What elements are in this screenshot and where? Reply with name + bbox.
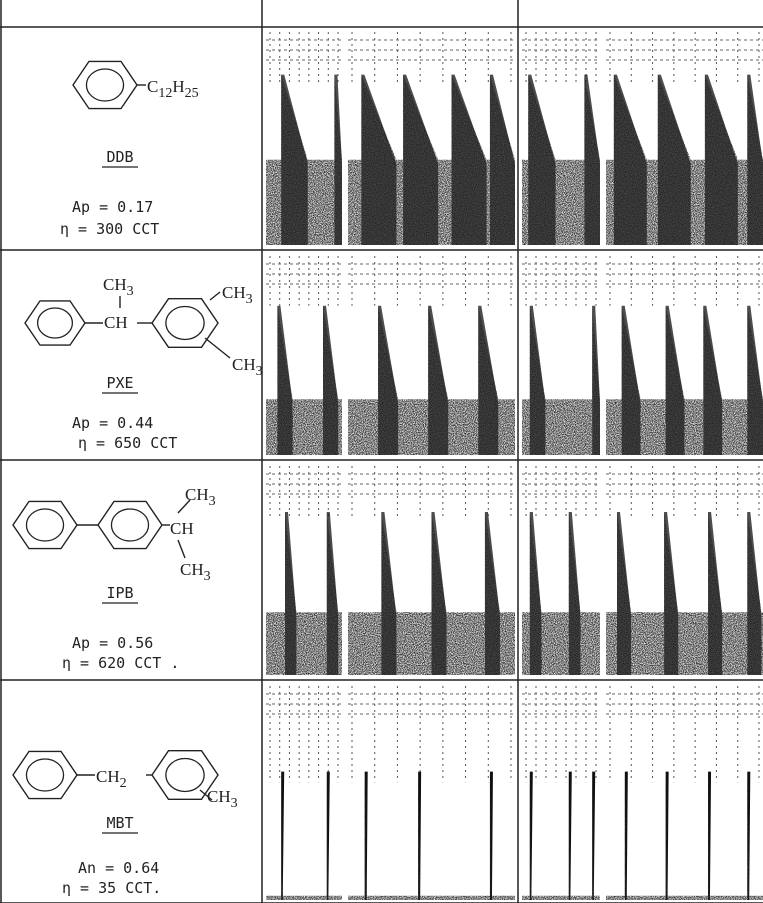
formula-label: CH3: [222, 283, 253, 307]
formula-part: CH: [222, 283, 246, 302]
formula-label: CH3: [232, 355, 263, 379]
viscosity-value: η = 620 CCT .: [62, 654, 179, 672]
viscosity-value: η = 650 CCT: [78, 434, 177, 452]
formula-part: 3: [256, 364, 263, 379]
formula-part: 3: [204, 569, 211, 584]
recordings: [266, 32, 763, 900]
bond: [210, 292, 220, 300]
formula-part: 25: [185, 86, 199, 101]
formula-part: CH: [207, 787, 231, 806]
noise-band: [522, 75, 600, 245]
noise-band: [266, 772, 342, 900]
compound-name: PXE: [106, 374, 133, 392]
formula-part: CH: [180, 560, 204, 579]
ap-value: Ap = 0.56: [72, 634, 153, 652]
noise-band: [266, 306, 342, 455]
noise-band: [348, 306, 515, 455]
noise-band: [266, 75, 342, 245]
formula-part: H: [172, 77, 184, 96]
ring-circle: [26, 509, 63, 541]
formula-part: CH: [103, 275, 127, 294]
bond: [205, 338, 230, 358]
ring-circle: [166, 759, 204, 792]
formula-label: CH: [170, 519, 194, 538]
formula-label: CH: [104, 313, 128, 332]
bond: [178, 540, 185, 558]
formula-label: CH3: [103, 275, 134, 299]
ring-circle: [26, 759, 63, 791]
viscosity-value: η = 300 CCT: [60, 220, 159, 238]
formula-part: CH: [232, 355, 256, 374]
ring-circle: [38, 308, 73, 338]
formula-part: CH: [185, 485, 209, 504]
noise-band: [606, 75, 763, 245]
formula-part: 3: [246, 292, 253, 307]
formula-part: 2: [120, 776, 127, 791]
ap-value: Ap = 0.44: [72, 414, 153, 432]
viscosity-value: η = 35 CCT.: [62, 879, 161, 897]
noise-band: [348, 772, 515, 900]
noise-band: [606, 772, 763, 900]
document-page: C12H25DDBAp = 0.17η = 300 CCTCH3CHCH3CH3…: [0, 0, 763, 903]
formula-part: 12: [158, 86, 172, 101]
formula-part: 3: [231, 796, 238, 811]
compound-name: DDB: [106, 148, 133, 166]
formula-part: CH: [170, 519, 194, 538]
compound-name: IPB: [106, 584, 133, 602]
ap-value: An = 0.64: [78, 859, 159, 877]
ring-circle: [111, 509, 148, 541]
formula-part: 3: [209, 494, 216, 509]
noise-band: [606, 512, 763, 675]
compound-name: MBT: [106, 814, 133, 832]
noise-band: [522, 772, 600, 900]
formula-label: CH2: [96, 767, 127, 791]
formula-label: CH3: [180, 560, 211, 584]
formula-part: C: [147, 77, 158, 96]
formula-part: CH: [96, 767, 120, 786]
ring-circle: [86, 69, 123, 101]
formula-part: CH: [104, 313, 128, 332]
ap-value: Ap = 0.17: [72, 198, 153, 216]
formula-label: CH3: [185, 485, 216, 509]
noise-band: [606, 306, 763, 455]
ring-circle: [166, 307, 204, 340]
formula-label: CH3: [207, 787, 238, 811]
formula-part: 3: [127, 284, 134, 299]
formula-label: C12H25: [147, 77, 199, 101]
